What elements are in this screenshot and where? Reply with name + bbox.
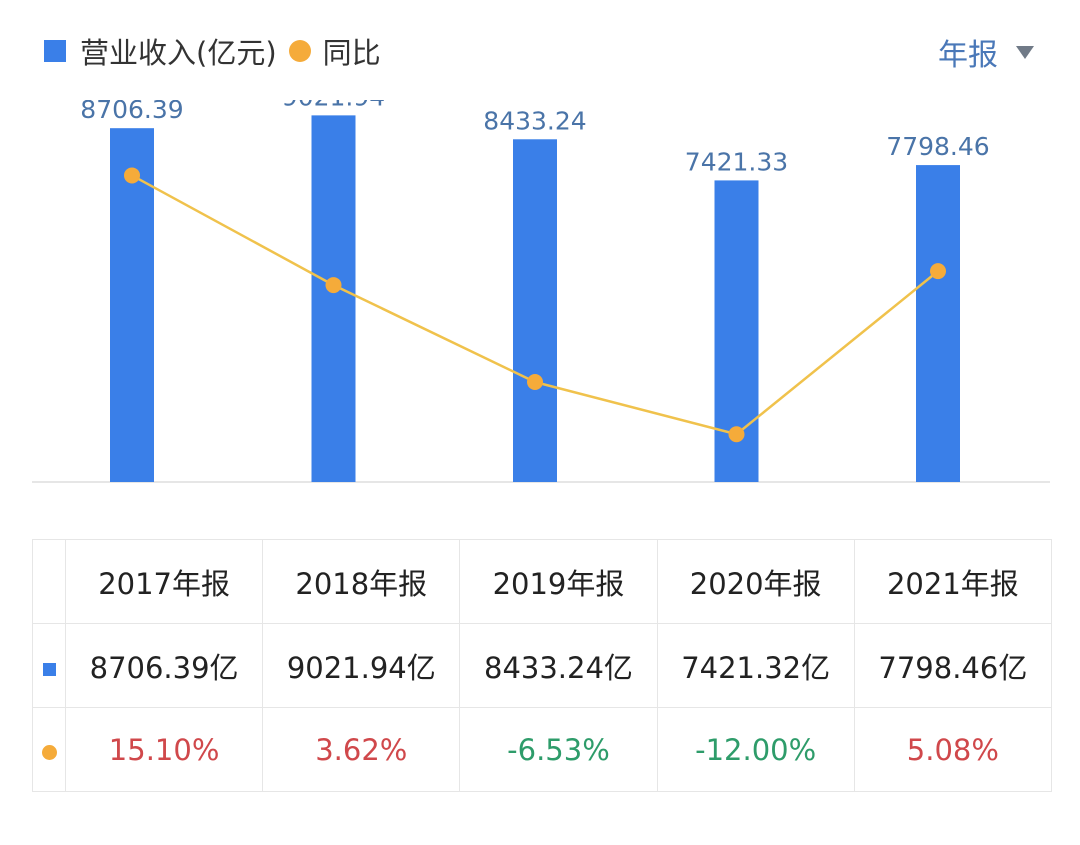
line-legend-swatch [41,744,57,760]
bar-value-label: 9021.94 [282,100,385,111]
bar-value-label: 8433.24 [483,106,586,135]
table-header-cell: 2020年报 [656,539,855,624]
chart-legend: 营业收入(亿元) 同比 [44,30,381,72]
legend-item-revenue[interactable]: 营业收入(亿元) [44,30,277,72]
bar-1 [110,128,154,482]
line-legend-swatch [288,40,311,62]
growth-point-3 [527,374,543,391]
legend-item-growth[interactable]: 同比 [277,30,381,72]
revenue-row-marker [32,623,66,708]
legend-growth-label: 同比 [322,36,381,70]
growth-point-5 [930,263,946,280]
growth-cell: 3.62% [262,707,461,792]
revenue-cell: 7798.46亿 [853,623,1053,708]
growth-row-marker [32,707,66,792]
revenue-cell: 8706.39亿 [64,623,264,708]
table-header-cell: 2017年报 [64,539,264,624]
growth-point-1 [124,167,140,184]
growth-cell: 15.10% [64,707,264,792]
bar-legend-swatch [42,662,56,676]
growth-point-2 [325,277,342,294]
growth-cell: -6.53% [459,707,658,792]
table-row-growth: 15.10% 3.62% -6.53% -12.00% 5.08% [32,707,1053,792]
revenue-cell: 7421.32亿 [656,623,855,708]
bar-legend-swatch [44,40,66,62]
table-corner-cell [32,539,66,624]
bar-value-label: 7421.33 [685,147,788,176]
revenue-chart: 8706.39 9021.94 8433.24 7421.33 7798.46 [32,100,1050,483]
period-label: 年报 [938,38,998,73]
bar-5 [916,165,960,482]
table-header-cell: 2021年报 [853,539,1053,624]
table-header-cell: 2019年报 [459,539,658,624]
bar-value-label: 8706.39 [80,100,183,124]
table-header-row: 2017年报 2018年报 2019年报 2020年报 2021年报 [32,539,1053,624]
caret-down-icon [1016,45,1034,59]
revenue-cell: 8433.24亿 [459,623,658,708]
bar-2 [311,115,356,483]
table-header-cell: 2018年报 [262,539,461,624]
bar-3 [513,139,557,482]
legend-revenue-label: 营业收入(亿元) [80,36,277,70]
table-row-revenue: 8706.39亿 9021.94亿 8433.24亿 7421.32亿 7798… [32,623,1053,708]
growth-cell: 5.08% [853,707,1053,792]
revenue-cell: 9021.94亿 [262,623,461,708]
data-table: 2017年报 2018年报 2019年报 2020年报 2021年报 8706.… [32,539,1053,792]
growth-cell: -12.00% [656,707,855,792]
bar-value-label: 7798.46 [886,132,989,161]
growth-point-4 [728,426,745,443]
period-selector[interactable]: 年报 [938,30,1034,74]
